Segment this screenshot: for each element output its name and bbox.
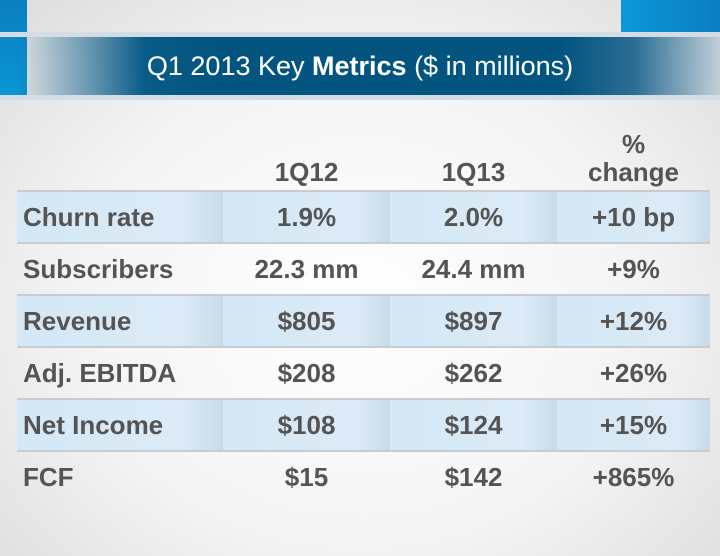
value-change: +9% — [557, 242, 710, 295]
title-prefix: Q1 2013 Key — [146, 50, 313, 81]
value-1q13: $142 — [390, 450, 557, 502]
value-1q13: $262 — [390, 346, 557, 399]
value-1q12: $208 — [223, 346, 390, 399]
header-label — [17, 115, 223, 191]
value-1q13: 2.0% — [390, 190, 557, 243]
header-row: 1Q12 1Q13 % change — [17, 115, 710, 191]
value-1q12: $15 — [223, 450, 390, 502]
value-change: +865% — [557, 450, 710, 502]
row-label: Revenue — [17, 294, 223, 347]
table-row: Subscribers 22.3 mm 24.4 mm +9% — [17, 242, 710, 295]
value-change: +26% — [557, 346, 710, 399]
table-row: Revenue $805 $897 +12% — [17, 294, 710, 347]
value-1q13: $124 — [390, 398, 557, 451]
value-change: +12% — [557, 294, 710, 347]
table-row: FCF $15 $142 +865% — [17, 450, 710, 502]
banner-top-line — [0, 32, 720, 37]
table-row: Net Income $108 $124 +15% — [17, 398, 710, 451]
title-suffix: ($ in millions) — [406, 50, 574, 81]
value-1q12: $108 — [223, 398, 390, 451]
table-row: Adj. EBITDA $208 $262 +26% — [17, 346, 710, 399]
header-1q13: 1Q13 — [441, 157, 506, 187]
slide-title: Q1 2013 Key Metrics ($ in millions) — [147, 51, 573, 82]
value-1q13: 24.4 mm — [390, 242, 557, 295]
header-percent: % — [621, 129, 646, 159]
row-label: FCF — [17, 450, 223, 502]
header-1q12: 1Q12 — [274, 157, 339, 187]
value-1q12: 1.9% — [223, 190, 390, 243]
banner-bottom-line — [0, 95, 720, 100]
row-label: Adj. EBITDA — [17, 346, 223, 399]
title-bold: Metrics — [312, 50, 407, 81]
value-1q12: 22.3 mm — [223, 242, 390, 295]
value-change: +10 bp — [557, 190, 710, 243]
row-label: Churn rate — [17, 190, 223, 243]
right-accent-block — [621, 0, 720, 33]
value-1q12: $805 — [223, 294, 390, 347]
table-row: Churn rate 1.9% 2.0% +10 bp — [17, 190, 710, 243]
row-label: Net Income — [17, 398, 223, 451]
metrics-table: 1Q12 1Q13 % change Churn rate 1.9% 2.0% +10 … — [17, 115, 710, 502]
header-change-word: change — [587, 157, 680, 187]
value-1q13: $897 — [390, 294, 557, 347]
header-change: % change — [557, 115, 710, 191]
row-label: Subscribers — [17, 242, 223, 295]
title-banner: Q1 2013 Key Metrics ($ in millions) — [0, 37, 720, 95]
value-change: +15% — [557, 398, 710, 451]
